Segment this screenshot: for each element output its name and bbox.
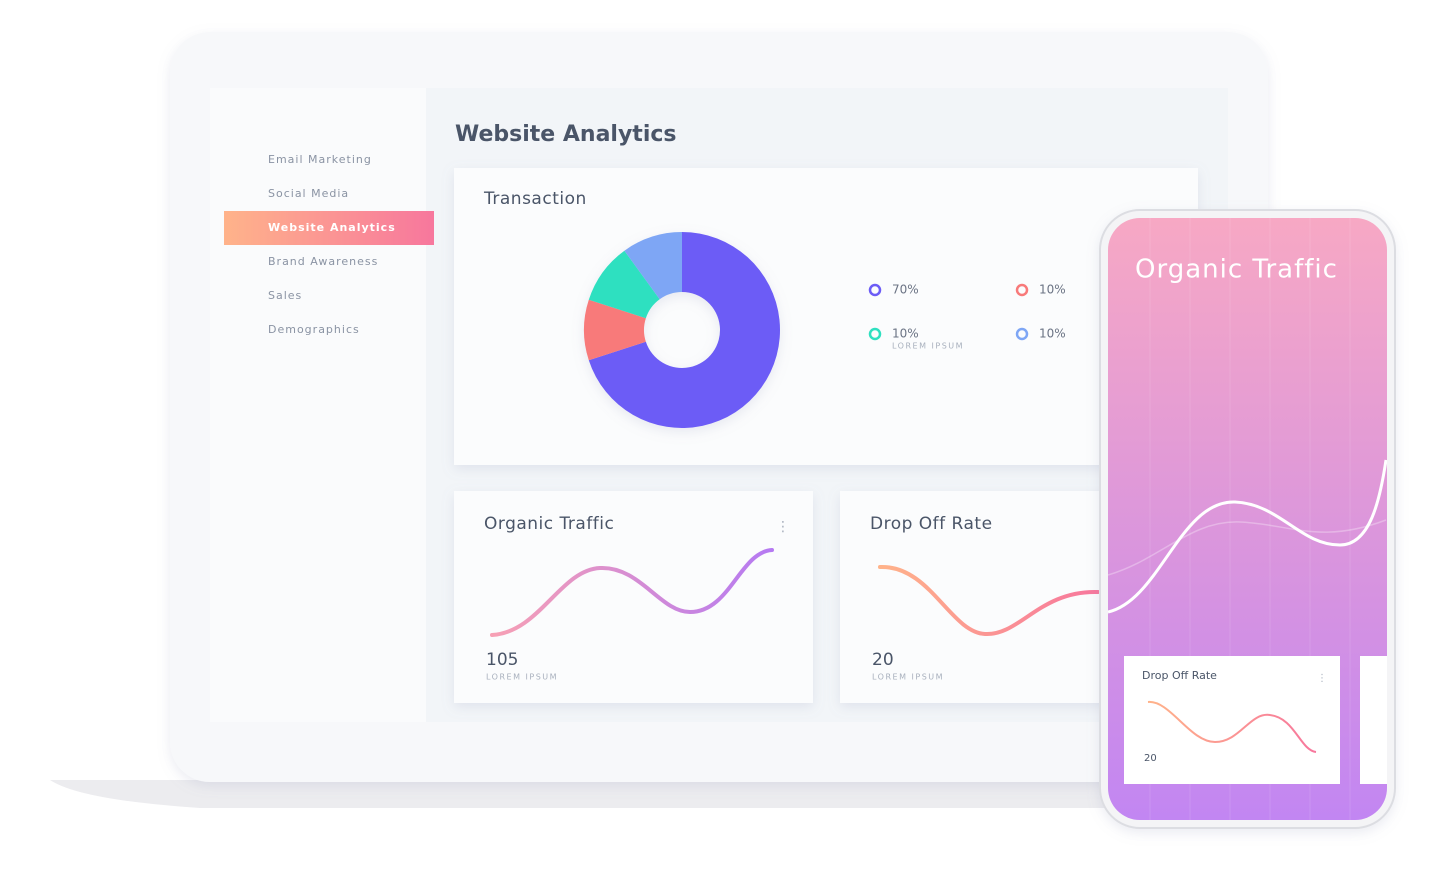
phone-card-curve — [1147, 700, 1317, 753]
sidebar-menu: Email Marketing Social Media Website Analy… — [224, 153, 434, 336]
legend-note: LOREM IPSUM — [892, 342, 964, 351]
donut-segment — [588, 250, 660, 319]
menu-item[interactable]: Sales — [268, 289, 302, 302]
donut-segment — [624, 232, 682, 300]
phone-card — [1124, 656, 1340, 784]
card-value: 20 — [872, 650, 894, 670]
card-caption: LOREM IPSUM — [872, 673, 944, 682]
legend-marker — [868, 327, 882, 341]
phone-card-value: 20 — [1144, 753, 1157, 764]
laptop-base — [50, 780, 1200, 808]
transaction-card — [454, 168, 1198, 465]
card-title: Organic Traffic — [484, 514, 614, 534]
legend-marker — [868, 283, 882, 297]
menu-item[interactable]: Website Analytics — [268, 221, 396, 234]
more-button[interactable]: ⋮ — [1317, 673, 1327, 684]
menu-item[interactable]: Social Media — [268, 187, 349, 200]
donut-segment — [584, 299, 646, 361]
more-button[interactable]: ⋮ — [776, 519, 790, 535]
phone-card-title: Drop Off Rate — [1142, 669, 1217, 682]
legend-marker — [1015, 327, 1029, 341]
donut-segment — [588, 232, 780, 428]
card-title: Drop Off Rate — [870, 514, 993, 534]
card-caption: LOREM IPSUM — [486, 673, 558, 682]
menu-item[interactable]: Demographics — [268, 323, 360, 336]
organic-card — [454, 491, 813, 703]
donut-chart — [584, 232, 780, 428]
legend-label: 10% — [892, 327, 919, 341]
phone-title: Organic Traffic — [1135, 255, 1338, 285]
legend-label: 10% — [1039, 283, 1066, 297]
page-title: Website Analytics — [455, 122, 677, 147]
phone-curve — [1108, 459, 1387, 614]
active-highlight — [224, 211, 434, 245]
legend-label: 70% — [892, 283, 919, 297]
trend-curve — [490, 548, 774, 637]
menu-item[interactable]: Email Marketing — [268, 153, 372, 166]
card-value: 105 — [486, 650, 518, 670]
legend-label: 10% — [1039, 327, 1066, 341]
phone-curve-shadow — [1108, 519, 1387, 576]
card-title: Transaction — [483, 189, 587, 209]
menu-item[interactable]: Brand Awareness — [268, 255, 378, 268]
trend-curve — [878, 564, 1100, 637]
phone-card-partial — [1360, 656, 1387, 784]
legend-marker — [1015, 283, 1029, 297]
sidebar — [210, 88, 426, 722]
phone-screen: Organic Traffic Drop Off Rate ⋮ 20 — [1108, 218, 1387, 820]
